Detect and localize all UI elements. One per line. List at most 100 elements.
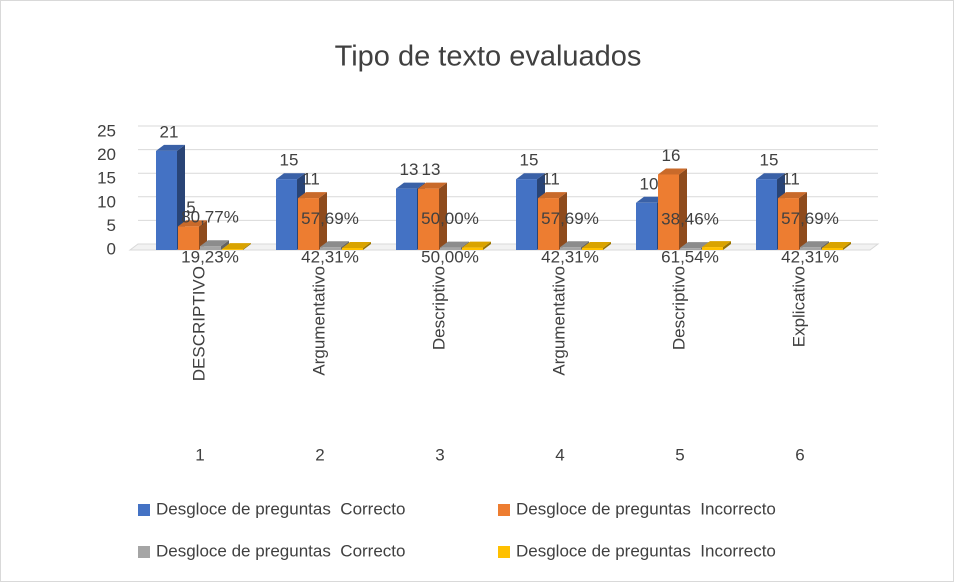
bar-face xyxy=(582,248,603,250)
y-tick-label: 25 xyxy=(97,121,116,140)
x-tick-label: Argumentativo xyxy=(549,266,568,376)
legend-label: Desgloce de preguntas Incorrecto xyxy=(516,541,776,560)
y-tick-label: 20 xyxy=(97,145,116,164)
data-label: 42,31% xyxy=(541,247,599,266)
bar-face xyxy=(396,188,417,250)
bar-face xyxy=(319,192,327,250)
bar xyxy=(658,168,687,250)
legend-swatch xyxy=(498,546,510,558)
y-tick-label: 5 xyxy=(107,216,116,235)
bar-face xyxy=(756,179,777,250)
data-label: 13 xyxy=(422,160,441,179)
x-tick-label: Argumentativo xyxy=(309,266,328,376)
bar-face xyxy=(560,241,589,248)
bar-face xyxy=(843,242,851,250)
bar-face xyxy=(658,174,679,250)
y-tick-label: 15 xyxy=(97,169,116,188)
data-label: 15 xyxy=(520,151,539,170)
bar xyxy=(778,192,807,250)
bar-face xyxy=(538,198,559,250)
x-group-label: 1 xyxy=(195,445,204,464)
x-group-label: 4 xyxy=(555,445,564,464)
bar-face xyxy=(156,150,177,250)
bar xyxy=(702,241,731,250)
bar-face xyxy=(298,192,327,199)
x-tick-label: DESCRIPTIVO xyxy=(189,266,208,381)
data-label: 57,69% xyxy=(541,209,599,228)
data-label: 50,00% xyxy=(421,209,479,228)
bar-face xyxy=(702,241,731,248)
bar-face xyxy=(822,242,851,249)
data-label: 19,23% xyxy=(181,247,239,266)
bar-face xyxy=(440,247,461,250)
bar-face xyxy=(221,240,229,250)
legend-label: Desgloce de preguntas Correcto xyxy=(156,499,405,518)
bar-face xyxy=(483,241,491,250)
bar-face xyxy=(702,247,723,250)
data-label: 50,00% xyxy=(421,247,479,266)
data-label: 15 xyxy=(280,151,299,170)
x-group-label: 3 xyxy=(435,445,444,464)
bar xyxy=(298,192,327,250)
x-group-label: 5 xyxy=(675,445,684,464)
bar-face xyxy=(222,243,251,250)
data-label: 11 xyxy=(782,170,800,189)
bar-face xyxy=(320,247,341,250)
bar-face xyxy=(636,202,657,250)
legend-label: Desgloce de preguntas Incorrecto xyxy=(516,499,776,518)
bar-face xyxy=(363,242,371,250)
data-label: 10 xyxy=(640,174,659,193)
bar-face xyxy=(756,173,785,180)
data-label: 11 xyxy=(302,170,320,189)
y-tick-label: 10 xyxy=(97,192,116,211)
bar-face xyxy=(243,243,251,250)
bar-face xyxy=(679,168,687,250)
data-label: 13 xyxy=(400,160,419,179)
bar-face xyxy=(800,241,829,248)
bar-face xyxy=(222,249,243,250)
bar-face xyxy=(342,248,363,250)
bar-face xyxy=(778,198,799,250)
bar-face xyxy=(200,246,221,250)
bar-face xyxy=(680,248,701,250)
x-group-label: 6 xyxy=(795,445,804,464)
bar-face xyxy=(723,241,731,250)
y-tick-label: 0 xyxy=(107,239,116,258)
bar xyxy=(178,220,207,250)
bar-face xyxy=(538,192,567,199)
data-label: 80,77% xyxy=(181,208,239,227)
bar-face xyxy=(156,144,185,151)
data-label: 11 xyxy=(542,170,560,189)
data-label: 16 xyxy=(662,146,681,165)
bar-face xyxy=(298,198,319,250)
bar xyxy=(538,192,567,250)
x-tick-label: Descriptivo xyxy=(429,266,448,350)
bar xyxy=(418,182,447,250)
bar-face xyxy=(516,173,545,180)
bar xyxy=(462,241,491,250)
x-tick-label: Descriptivo xyxy=(669,266,688,350)
data-label: 38,46% xyxy=(661,210,719,229)
bar-face xyxy=(396,182,425,189)
bar-face xyxy=(276,173,305,180)
bar-face xyxy=(200,240,229,247)
data-label: 61,54% xyxy=(661,247,719,266)
data-label: 57,69% xyxy=(781,209,839,228)
bar-face xyxy=(822,248,843,250)
data-label: 57,69% xyxy=(301,209,359,228)
chart-title: Tipo de texto evaluados xyxy=(335,41,642,73)
data-label: 42,31% xyxy=(781,247,839,266)
bar-face xyxy=(320,241,349,248)
bar-face xyxy=(178,226,199,250)
bar-face xyxy=(582,242,611,249)
legend-swatch xyxy=(498,504,510,516)
bar xyxy=(582,242,611,250)
legend-label: Desgloce de preguntas Correcto xyxy=(156,541,405,560)
bar-face xyxy=(516,179,537,250)
bar xyxy=(822,242,851,250)
bar-face xyxy=(559,192,567,250)
x-group-label: 2 xyxy=(315,445,324,464)
bar-face xyxy=(680,242,709,249)
bar-face xyxy=(342,242,371,249)
